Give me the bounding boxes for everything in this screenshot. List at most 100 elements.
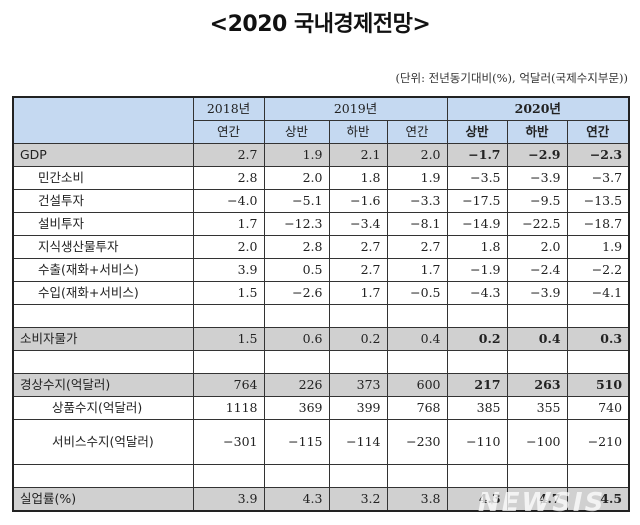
value-cell: −5.1 (263, 189, 330, 213)
value-cell: −1.7 (446, 143, 508, 167)
value-cell: −8.1 (386, 212, 448, 236)
value-cell: 226 (263, 373, 330, 397)
value-cell: −230 (386, 419, 448, 465)
row-label: 설비투자 (12, 212, 194, 236)
header-corner-cell (12, 96, 194, 144)
value-cell: −4.0 (192, 189, 265, 213)
value-cell: −115 (263, 419, 330, 465)
value-cell: 355 (506, 396, 568, 420)
value-cell: 2.8 (192, 166, 265, 190)
value-cell (192, 464, 265, 488)
value-cell (192, 350, 265, 374)
table-row: 민간소비 2.8 2.0 1.8 1.9 −3.5 −3.9 −3.7 (12, 166, 630, 190)
value-cell: 0.4 (386, 327, 448, 351)
value-cell: −2.3 (566, 143, 630, 167)
value-cell: 1.7 (386, 258, 448, 282)
row-label: 지식생산물투자 (12, 235, 194, 259)
value-cell (446, 464, 508, 488)
value-cell: −110 (446, 419, 508, 465)
value-cell (263, 464, 330, 488)
value-cell: −3.9 (506, 281, 568, 305)
value-cell: 1.9 (566, 235, 630, 259)
value-cell: 510 (566, 373, 630, 397)
table-row (12, 304, 630, 328)
value-cell: 1.5 (192, 281, 265, 305)
value-cell: 369 (263, 396, 330, 420)
value-cell: −3.4 (328, 212, 388, 236)
row-label (12, 350, 194, 374)
value-cell: 0.5 (263, 258, 330, 282)
value-cell: −9.5 (506, 189, 568, 213)
value-cell: 1.7 (192, 212, 265, 236)
value-cell: −3.5 (446, 166, 508, 190)
row-label (12, 464, 194, 488)
table-row: GDP 2.7 1.9 2.1 2.0 −1.7 −2.9 −2.3 (12, 143, 630, 167)
header-row-periods: 연간 상반 하반 연간 상반 하반 연간 (13, 120, 630, 144)
value-cell (506, 350, 568, 374)
table-row: 서비스수지(억달러) −301 −115 −114 −230 −110 −100 −210 (12, 419, 630, 465)
table-row: 상품수지(억달러) 1118 369 399 768 385 355 740 (12, 396, 630, 420)
value-cell: 2.1 (328, 143, 388, 167)
value-cell: 2.7 (328, 235, 388, 259)
row-label (12, 304, 194, 328)
header-period: 상반 (446, 120, 508, 144)
value-cell: 2.0 (506, 235, 568, 259)
value-cell: 0.2 (446, 327, 508, 351)
value-cell: −22.5 (506, 212, 568, 236)
value-cell: 1.9 (386, 166, 448, 190)
value-cell: −2.6 (263, 281, 330, 305)
value-cell: 1.8 (446, 235, 508, 259)
value-cell: 2.7 (386, 235, 448, 259)
header-row-years: 2018년 2019년 2020년 (12, 96, 630, 144)
row-label: GDP (12, 143, 194, 167)
value-cell (328, 350, 388, 374)
value-cell (386, 304, 448, 328)
value-cell (263, 350, 330, 374)
row-label: 수출(재화+서비스) (12, 258, 194, 282)
value-cell: 2.0 (386, 143, 448, 167)
row-label: 건설투자 (12, 189, 194, 213)
value-cell: 764 (192, 373, 265, 397)
table-row: 지식생산물투자 2.0 2.8 2.7 2.7 1.8 2.0 1.9 (12, 235, 630, 259)
unit-note: (단위: 전년동기대비(%), 억달러(국제수지부문)) (395, 71, 628, 85)
value-cell (446, 304, 508, 328)
table-row: 수출(재화+서비스) 3.9 0.5 2.7 1.7 −1.9 −2.4 −2.2 (12, 258, 630, 282)
table-row: 수입(재화+서비스) 1.5 −2.6 1.7 −0.5 −4.3 −3.9 −4.1 (12, 281, 630, 305)
value-cell: 1118 (192, 396, 265, 420)
header-year-2020: 2020년 (446, 96, 630, 121)
header-year-2019: 2019년 (263, 96, 448, 121)
row-label: 민간소비 (12, 166, 194, 190)
header-period: 상반 (263, 120, 330, 144)
value-cell: 2.8 (263, 235, 330, 259)
value-cell: −1.9 (446, 258, 508, 282)
table-row: 설비투자 1.7 −12.3 −3.4 −8.1 −14.9 −22.5 −18.7 (12, 212, 630, 236)
value-cell (446, 350, 508, 374)
value-cell: −14.9 (446, 212, 508, 236)
economic-outlook-table: 2018년 2019년 2020년 연간 상반 하반 연간 상반 하반 연간 G… (12, 96, 631, 512)
value-cell: 3.8 (386, 487, 448, 512)
row-label: 상품수지(억달러) (12, 396, 194, 420)
value-cell: −301 (192, 419, 265, 465)
value-cell: 1.7 (328, 281, 388, 305)
value-cell: 373 (328, 373, 388, 397)
value-cell: 4.3 (446, 487, 508, 512)
value-cell: 0.2 (328, 327, 388, 351)
value-cell: 1.9 (263, 143, 330, 167)
value-cell (328, 464, 388, 488)
value-cell: 263 (506, 373, 568, 397)
table-row: 경상수지(억달러) 764 226 373 600 217 263 510 (12, 373, 630, 397)
value-cell: 3.9 (192, 258, 265, 282)
value-cell: −0.5 (386, 281, 448, 305)
value-cell: 3.2 (328, 487, 388, 512)
value-cell: −12.3 (263, 212, 330, 236)
value-cell: 740 (566, 396, 630, 420)
value-cell: −18.7 (566, 212, 630, 236)
value-cell: 4.3 (263, 487, 330, 512)
value-cell: 0.6 (263, 327, 330, 351)
row-label: 실업률(%) (12, 487, 194, 512)
value-cell: −4.1 (566, 281, 630, 305)
header-period: 하반 (328, 120, 388, 144)
value-cell: 0.4 (506, 327, 568, 351)
value-cell: 2.0 (263, 166, 330, 190)
header-period: 연간 (386, 120, 448, 144)
